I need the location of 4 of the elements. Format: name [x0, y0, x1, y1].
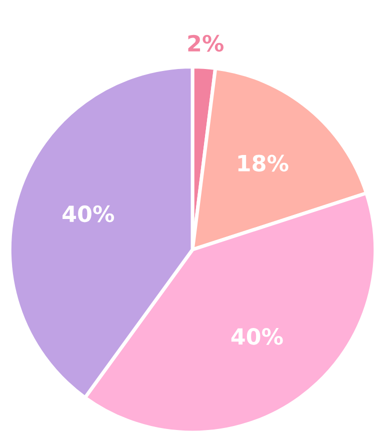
data-label: 18% — [238, 154, 288, 172]
data-label: 40% — [231, 328, 283, 345]
data-label: 2% — [188, 34, 224, 52]
data-label: 40% — [62, 205, 114, 222]
